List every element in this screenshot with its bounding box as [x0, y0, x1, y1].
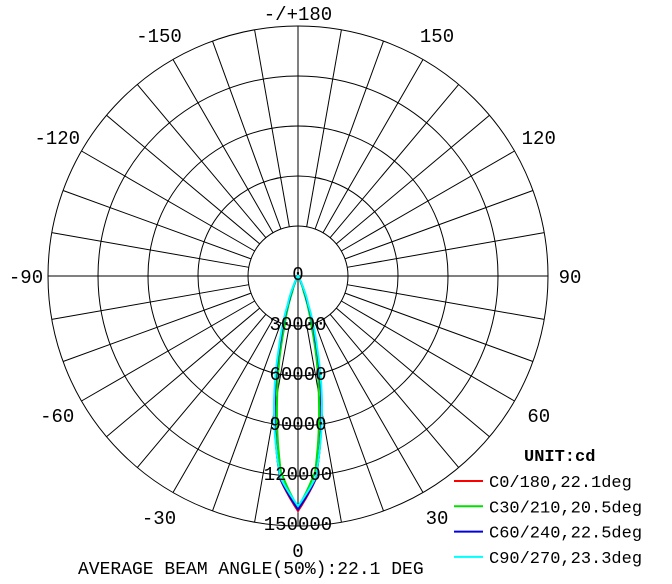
radial-line-160 [314, 40, 384, 230]
angle-label-3: 90 [559, 267, 582, 289]
radial-line-20 [314, 322, 384, 512]
average-beam-angle: AVERAGE BEAM ANGLE(50%):22.1 DEG [78, 560, 424, 580]
radial-line-250 [62, 190, 252, 260]
angle-label-2: 60 [527, 406, 550, 428]
angle-label-7: -150 [136, 26, 182, 48]
angle-label-6: -/+180 [264, 4, 332, 26]
angle-label-5: 150 [420, 26, 454, 48]
intensity-curves [273, 275, 323, 513]
radial-line-290 [62, 292, 252, 362]
radial-label-3: 90000 [269, 414, 326, 436]
radial-line-60 [341, 300, 515, 402]
radial-line-120 [341, 150, 515, 252]
angle-label-8: -120 [34, 128, 80, 150]
radial-line-340 [212, 322, 282, 512]
radial-line-240 [81, 150, 255, 252]
polar-grid [47, 25, 549, 527]
angle-label-0: 0 [292, 541, 303, 563]
radial-line-50 [335, 307, 490, 438]
axis-labels: 0 30 60 90 120 150 -/+180 -150 -120 -90 -60 -30 0 300… [9, 4, 582, 563]
radial-line-280 [51, 284, 249, 320]
radial-label-1: 30000 [269, 314, 326, 336]
angle-label-10: -60 [40, 406, 74, 428]
radial-label-2: 60000 [269, 364, 326, 386]
radial-label-0: 0 [292, 264, 303, 286]
radial-line-320 [136, 313, 267, 468]
radial-line-330 [172, 319, 274, 493]
radial-line-190 [254, 29, 290, 227]
radial-line-110 [344, 190, 534, 260]
radial-line-140 [329, 84, 460, 239]
radial-line-100 [347, 232, 545, 268]
radial-line-230 [106, 114, 261, 245]
legend-label-3: C90/270,23.3deg [489, 550, 642, 569]
radial-line-210 [172, 59, 274, 233]
radial-line-220 [136, 84, 267, 239]
radial-line-150 [322, 59, 424, 233]
legend-label-2: C60/240,22.5deg [489, 525, 642, 544]
radial-line-30 [322, 319, 424, 493]
radial-line-310 [106, 307, 261, 438]
radial-line-350 [254, 325, 290, 523]
angle-label-9: -90 [9, 267, 43, 289]
radial-line-80 [347, 284, 545, 320]
radial-line-170 [306, 29, 342, 227]
angle-label-4: 120 [522, 128, 556, 150]
radial-line-40 [329, 313, 460, 468]
radial-line-10 [306, 325, 342, 523]
angle-label-11: -30 [142, 508, 176, 530]
radial-line-130 [335, 114, 490, 245]
curve-series-3 [273, 275, 323, 508]
unit-label: UNIT:cd [524, 448, 595, 467]
legend: UNIT:cd C0/180,22.1deg C30/210,20.5deg C60… [454, 448, 642, 569]
radial-line-300 [81, 300, 255, 402]
legend-label-0: C0/180,22.1deg [489, 474, 632, 493]
legend-label-1: C30/210,20.5deg [489, 499, 642, 518]
angle-label-1: 30 [426, 508, 449, 530]
radial-line-260 [51, 232, 249, 268]
radial-label-4: 120000 [264, 464, 332, 486]
radial-label-5: 150000 [264, 514, 332, 536]
radial-line-70 [344, 292, 534, 362]
radial-line-200 [212, 40, 282, 230]
